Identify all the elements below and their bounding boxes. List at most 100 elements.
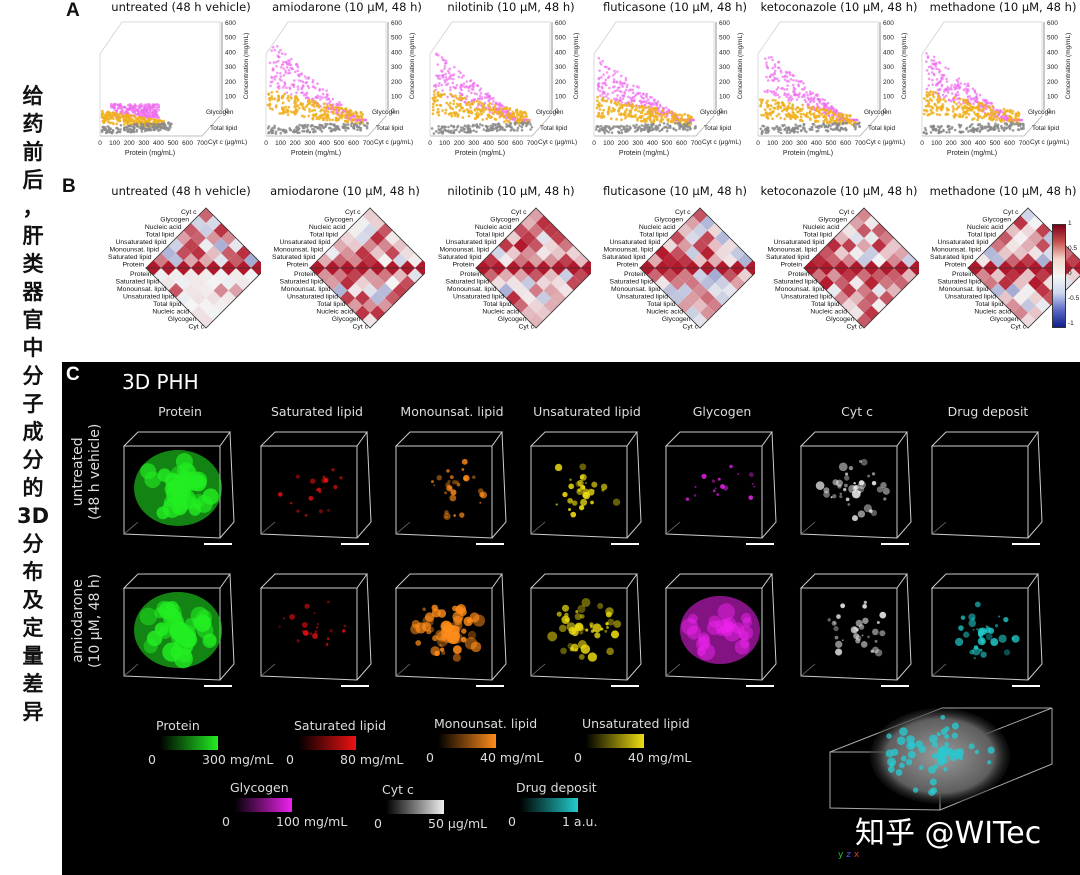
correlation-title: ketoconazole (10 μM, 48 h)	[760, 184, 918, 198]
legend-max: 100 mg/mL	[276, 814, 348, 829]
correlation-label-bottom: Total lipid	[647, 301, 676, 308]
column-header: Drug deposit	[947, 404, 1029, 419]
x-tick-label: 700	[691, 140, 702, 147]
correlation-label-bottom: Nucleic acid	[152, 309, 189, 316]
correlation-label-top: Monounsat. lipid	[604, 246, 654, 253]
correlation-label-bottom: Monounsat. lipid	[117, 286, 167, 293]
correlation-label-bottom: Total lipid	[483, 301, 512, 308]
scatter-title: fluticasone (10 μM, 48 h)	[602, 0, 748, 14]
scale-bar	[204, 543, 232, 545]
legend-gradient	[160, 736, 218, 750]
correlation-label-bottom: Monounsat. lipid	[447, 286, 497, 293]
x-tick-label: 100	[109, 140, 120, 147]
legend-name: Glycogen	[230, 780, 289, 795]
vertical-title-char: 分	[22, 448, 44, 472]
vertical-title-char: 的	[22, 476, 44, 500]
correlation-label-bottom: Saturated lipid	[774, 279, 818, 286]
render-3d-cell	[529, 431, 642, 539]
x-tick-label: 300	[796, 140, 807, 147]
x-tick-label: 600	[512, 140, 523, 147]
legend-gradient	[438, 734, 496, 748]
correlation-label-top: Monounsat. lipid	[932, 246, 982, 253]
correlation-label-top: Protein	[780, 261, 802, 268]
depth-axis-label: Glycogen	[864, 109, 892, 116]
x-tick-label: 300	[632, 140, 643, 147]
correlation-label-top: Glycogen	[490, 216, 519, 223]
depth-axis-label: Cyt c (μg/mL)	[538, 139, 577, 146]
z-axis-label: Concentration (mg/mL)	[573, 33, 580, 99]
x-tick-label: 400	[647, 140, 658, 147]
z-tick-label: 400	[1047, 49, 1058, 56]
colorbar-tick: 0	[1068, 270, 1072, 277]
z-tick-label: 300	[555, 64, 566, 71]
scale-bar	[746, 543, 774, 545]
scale-bar	[476, 685, 504, 687]
x-tick-label: 200	[782, 140, 793, 147]
correlation-label-top: Protein	[122, 261, 144, 268]
row-label-line: untreated	[70, 437, 86, 507]
row-label: amiodarone (10 μM, 48 h)	[70, 574, 104, 668]
depth-axis-label: Total lipid	[868, 125, 895, 132]
colorbar-tick: -1	[1068, 320, 1074, 327]
correlation-label-bottom: Saturated lipid	[116, 279, 160, 286]
correlation-label-bottom: Protein	[624, 271, 646, 278]
x-tick-label: 400	[811, 140, 822, 147]
correlation-label-bottom: Nucleic acid	[974, 309, 1011, 316]
x-axis-label: Protein (mg/mL)	[619, 150, 669, 157]
correlation-label-bottom: Cyt c	[189, 324, 205, 331]
legend-max: 80 mg/mL	[340, 752, 404, 767]
axis-x-label: x	[853, 850, 860, 860]
render-3d-cell	[259, 431, 372, 539]
colorbar-tick: 0.5	[1068, 245, 1078, 252]
correlation-label-bottom: Total lipid	[317, 301, 346, 308]
correlation-label-bottom: Nucleic acid	[316, 309, 353, 316]
z-tick-label: 600	[225, 20, 236, 27]
z-tick-label: 500	[719, 35, 730, 42]
x-tick-label: 100	[603, 140, 614, 147]
z-axis-label: Concentration (mg/mL)	[409, 33, 416, 99]
correlation-label-top: Cyt c	[675, 209, 691, 216]
correlation-label-bottom: Unsaturated lipid	[453, 294, 504, 301]
vertical-title-char: 器	[22, 280, 44, 304]
depth-axis-label: Total lipid	[376, 125, 403, 132]
z-tick-label: 0	[883, 108, 887, 115]
legend-max: 40 mg/mL	[480, 750, 544, 765]
z-tick-label: 200	[225, 79, 236, 86]
depth-axis-label: Glycogen	[206, 109, 234, 116]
scatter-title: untreated (48 h vehicle)	[111, 0, 251, 14]
correlation-label-bottom: Glycogen	[826, 316, 855, 323]
x-tick-label: 600	[348, 140, 359, 147]
z-tick-label: 600	[883, 20, 894, 27]
x-tick-label: 400	[153, 140, 164, 147]
legend-name: Saturated lipid	[294, 718, 387, 733]
z-tick-label: 600	[391, 20, 402, 27]
x-tick-label: 600	[676, 140, 687, 147]
vertical-title-char: 子	[22, 392, 44, 416]
correlation-label-top: Total lipid	[146, 231, 175, 238]
z-tick-label: 0	[1047, 108, 1051, 115]
z-tick-label: 500	[225, 35, 236, 42]
x-tick-label: 400	[483, 140, 494, 147]
depth-axis-label: Glycogen	[372, 109, 400, 116]
correlation-label-bottom: Nucleic acid	[482, 309, 519, 316]
row-label-line: amiodarone	[70, 579, 86, 663]
correlation-title: nilotinib (10 μM, 48 h)	[447, 184, 575, 198]
x-tick-label: 700	[363, 140, 374, 147]
colorbar-tick: 1	[1068, 220, 1072, 227]
correlation-label-bottom: Cyt c	[353, 324, 369, 331]
correlation-label-top: Unsaturated lipid	[773, 239, 824, 246]
column-header: Monounsat. lipid	[400, 404, 504, 419]
x-axis-label: Protein (mg/mL)	[783, 150, 833, 157]
legend-name: Cyt c	[382, 782, 414, 797]
x-tick-label: 700	[855, 140, 866, 147]
legend-min: 0	[374, 816, 382, 831]
vertical-title-char: 量	[22, 644, 44, 668]
correlation-label-bottom: Glycogen	[168, 316, 197, 323]
x-tick-label: 500	[990, 140, 1001, 147]
x-tick-label: 100	[931, 140, 942, 147]
depth-axis-label: Total lipid	[540, 125, 567, 132]
depth-axis-label: Total lipid	[210, 125, 237, 132]
vertical-title-char: 中	[22, 336, 44, 360]
